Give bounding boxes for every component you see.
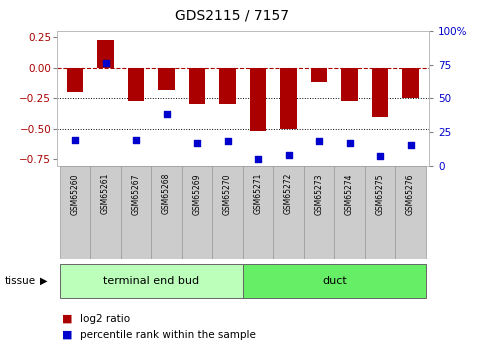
Bar <box>334 166 365 259</box>
Bar <box>249 68 266 131</box>
Bar <box>158 68 175 90</box>
Point <box>376 154 384 159</box>
Text: ■: ■ <box>62 314 72 324</box>
Point <box>315 139 323 144</box>
Bar <box>311 68 327 82</box>
Text: GSM65275: GSM65275 <box>376 173 385 215</box>
Text: GSM65267: GSM65267 <box>132 173 141 215</box>
Text: duct: duct <box>322 276 347 286</box>
Point <box>132 137 140 143</box>
Point <box>71 137 79 143</box>
Bar <box>128 68 144 101</box>
Bar <box>97 40 114 68</box>
Text: log2 ratio: log2 ratio <box>80 314 131 324</box>
Text: GDS2115 / 7157: GDS2115 / 7157 <box>175 9 289 23</box>
Bar <box>189 68 206 105</box>
Point <box>102 61 109 66</box>
Point <box>407 143 415 148</box>
Text: GSM65268: GSM65268 <box>162 173 171 215</box>
Bar <box>280 68 297 129</box>
Bar <box>121 166 151 259</box>
Point <box>224 139 232 144</box>
Bar <box>212 166 243 259</box>
Point <box>284 152 292 158</box>
Text: GSM65260: GSM65260 <box>70 173 79 215</box>
Text: GSM65269: GSM65269 <box>193 173 202 215</box>
Bar <box>365 166 395 259</box>
Text: terminal end bud: terminal end bud <box>103 276 199 286</box>
Text: GSM65271: GSM65271 <box>253 173 263 215</box>
Bar <box>243 166 273 259</box>
Text: GSM65274: GSM65274 <box>345 173 354 215</box>
Bar <box>304 166 334 259</box>
Text: GSM65272: GSM65272 <box>284 173 293 215</box>
Bar <box>219 68 236 105</box>
Text: tissue: tissue <box>5 276 36 286</box>
Point <box>163 112 171 117</box>
Text: percentile rank within the sample: percentile rank within the sample <box>80 330 256 339</box>
Text: GSM65261: GSM65261 <box>101 173 110 215</box>
Bar <box>151 166 182 259</box>
Text: GSM65270: GSM65270 <box>223 173 232 215</box>
Bar <box>60 264 243 298</box>
Text: GSM65276: GSM65276 <box>406 173 415 215</box>
Bar <box>273 166 304 259</box>
Text: GSM65273: GSM65273 <box>315 173 323 215</box>
Bar <box>402 68 419 98</box>
Point <box>193 140 201 146</box>
Bar <box>243 264 426 298</box>
Text: ■: ■ <box>62 330 72 339</box>
Point <box>254 156 262 161</box>
Bar <box>372 68 388 117</box>
Bar <box>395 166 426 259</box>
Point <box>346 140 353 146</box>
Text: ▶: ▶ <box>40 276 48 286</box>
Bar <box>90 166 121 259</box>
Bar <box>67 68 83 92</box>
Bar <box>60 166 90 259</box>
Bar <box>341 68 358 101</box>
Bar <box>182 166 212 259</box>
